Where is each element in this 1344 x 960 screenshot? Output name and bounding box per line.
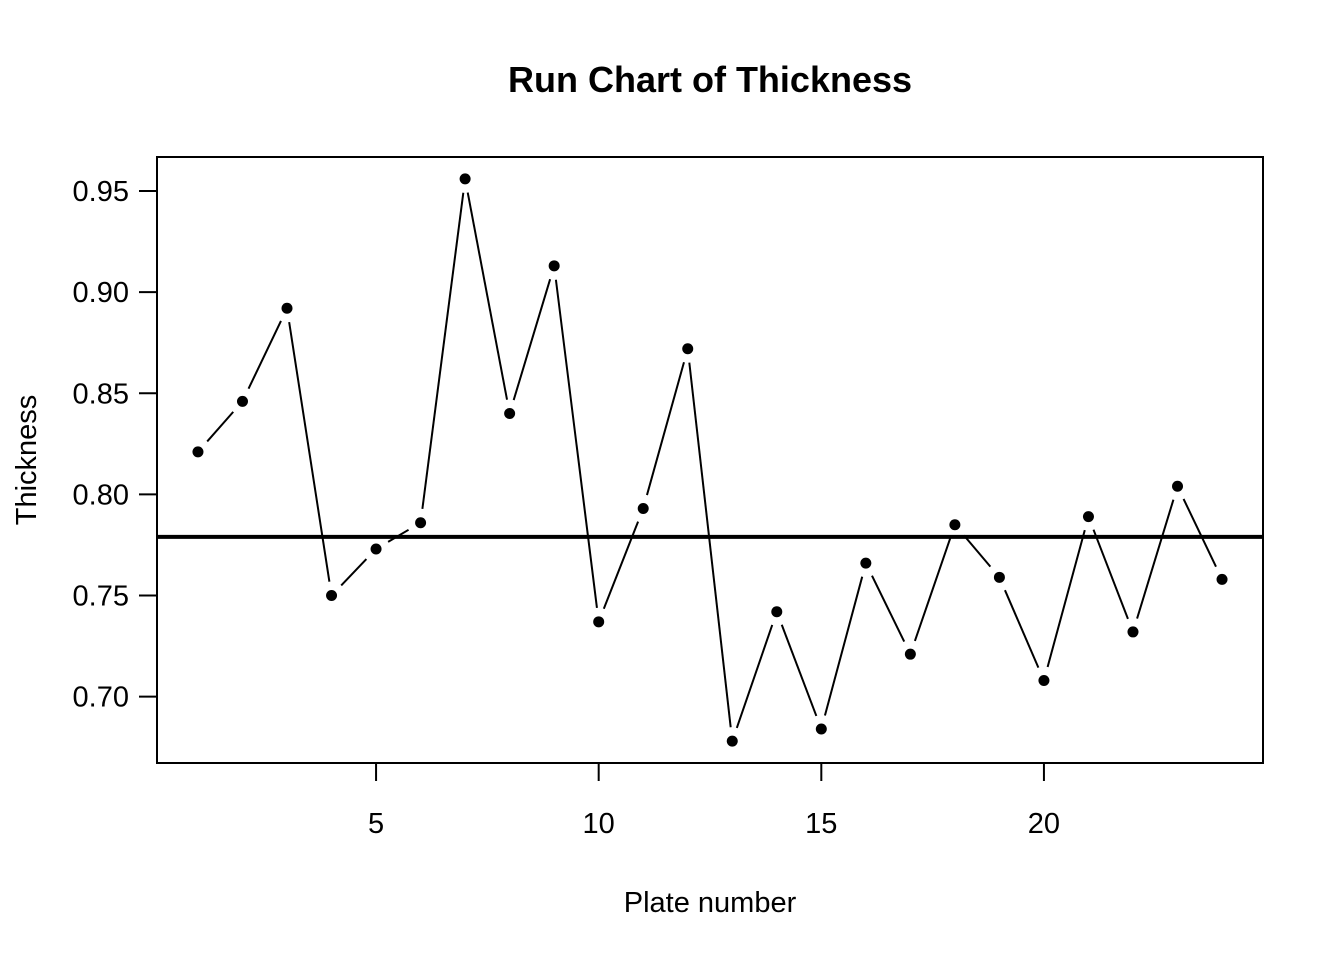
x-tick-label: 15 — [805, 808, 837, 840]
y-tick-label: 0.95 — [73, 176, 129, 208]
data-point — [236, 395, 248, 407]
data-point — [771, 606, 783, 618]
series-segment — [1046, 529, 1086, 668]
series-segment — [466, 192, 509, 400]
series-segment — [688, 362, 732, 728]
data-point — [637, 503, 649, 515]
data-point — [415, 517, 427, 529]
y-axis: 0.70 0.75 0.80 0.85 0.90 0.95 — [73, 176, 157, 714]
y-tick-label: 0.85 — [73, 378, 129, 410]
series-segment — [602, 521, 640, 610]
data-point — [1082, 511, 1094, 523]
series-segment — [387, 528, 410, 543]
series-segment — [247, 320, 282, 390]
series-segment — [288, 321, 331, 582]
data-point — [593, 616, 605, 628]
series-segment — [1136, 499, 1175, 619]
data-point — [726, 735, 738, 747]
chart-title: Run Chart of Thickness — [508, 59, 912, 100]
series-segment — [871, 575, 906, 643]
data-point — [1038, 674, 1050, 686]
series-segment — [1004, 589, 1040, 669]
series-segment — [913, 537, 952, 642]
series-segment — [206, 411, 234, 443]
series-segment — [823, 576, 864, 716]
series-segment — [1182, 498, 1217, 568]
data-point — [1216, 573, 1228, 585]
x-tick-label: 10 — [583, 808, 615, 840]
x-tick-label: 20 — [1028, 808, 1060, 840]
x-tick-label: 5 — [368, 808, 384, 840]
data-point — [281, 302, 293, 314]
data-point — [459, 173, 471, 185]
series-segment — [1092, 529, 1129, 620]
y-tick-label: 0.75 — [73, 581, 129, 613]
x-axis: 5 10 15 20 — [368, 763, 1060, 840]
series-segment — [421, 192, 465, 509]
series-segment — [554, 279, 598, 609]
series-segments — [206, 192, 1217, 729]
series-segment — [646, 361, 685, 496]
series-segment — [963, 534, 992, 568]
y-tick-label: 0.70 — [73, 682, 129, 714]
x-axis-label: Plate number — [624, 887, 797, 919]
series-points — [192, 173, 1228, 747]
data-point — [1127, 626, 1139, 638]
y-tick-label: 0.90 — [73, 277, 129, 309]
data-point — [370, 543, 382, 555]
y-tick-label: 0.80 — [73, 479, 129, 511]
y-axis-label: Thickness — [11, 395, 43, 526]
data-point — [682, 343, 694, 355]
data-point — [548, 260, 560, 272]
series-segment — [340, 558, 368, 587]
data-point — [1172, 480, 1184, 492]
data-point — [860, 557, 872, 569]
data-point — [192, 446, 204, 458]
data-point — [815, 723, 827, 735]
plot-frame — [156, 156, 1264, 764]
series-segment — [735, 624, 774, 729]
data-point — [949, 519, 961, 531]
data-point — [904, 648, 916, 660]
data-point — [993, 571, 1005, 583]
series-segment — [512, 278, 552, 401]
series-segment — [780, 624, 818, 717]
data-point — [326, 590, 338, 602]
data-point — [504, 407, 516, 419]
